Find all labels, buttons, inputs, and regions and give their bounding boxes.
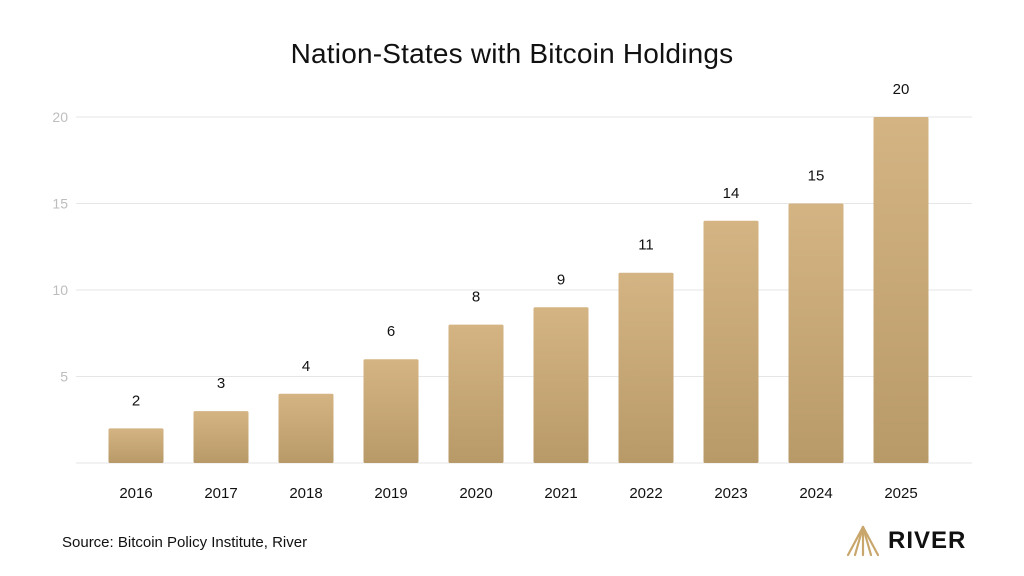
data-label: 15 <box>808 168 825 185</box>
y-tick-label: 10 <box>52 282 68 298</box>
data-label: 11 <box>638 237 654 254</box>
data-label: 20 <box>893 81 910 98</box>
data-label: 2 <box>132 392 140 409</box>
river-logo: RIVER <box>846 524 966 558</box>
y-axis-ticks: 5 10 15 20 <box>52 109 68 385</box>
river-logo-icon <box>846 525 880 557</box>
x-tick-label: 2019 <box>374 485 407 502</box>
x-tick-label: 2020 <box>459 485 492 502</box>
x-tick-label: 2023 <box>714 485 747 502</box>
bar <box>193 411 249 463</box>
source-note: Source: Bitcoin Policy Institute, River <box>62 534 308 551</box>
x-axis-ticks: 2016 2017 2018 2019 2020 2021 2022 2023 2024 2025 <box>119 485 917 502</box>
x-tick-label: 2017 <box>204 485 237 502</box>
bar <box>533 307 589 463</box>
data-label: 4 <box>302 358 310 375</box>
chart-title: Nation-States with Bitcoin Holdings <box>290 38 734 69</box>
data-label: 9 <box>557 271 565 288</box>
x-tick-label: 2021 <box>544 485 577 502</box>
y-tick-label: 20 <box>52 109 68 125</box>
data-label: 8 <box>472 289 480 306</box>
data-label: 14 <box>723 185 740 202</box>
brand-name: RIVER <box>888 527 967 554</box>
bar <box>873 117 929 463</box>
bar <box>278 393 334 463</box>
x-tick-label: 2024 <box>799 485 832 502</box>
y-tick-label: 15 <box>52 196 68 212</box>
x-tick-label: 2025 <box>884 485 917 502</box>
bars <box>108 117 929 463</box>
y-tick-label: 5 <box>60 369 68 385</box>
bar <box>363 359 419 463</box>
x-tick-label: 2018 <box>289 485 322 502</box>
bar <box>448 324 504 463</box>
x-tick-label: 2022 <box>629 485 662 502</box>
data-label: 3 <box>217 375 225 392</box>
data-label: 6 <box>387 323 395 340</box>
data-labels: 2 3 4 6 8 9 11 14 15 20 <box>132 81 910 409</box>
bar <box>788 203 844 463</box>
bar <box>703 220 759 463</box>
bar <box>108 428 164 463</box>
x-tick-label: 2016 <box>119 485 152 502</box>
bar <box>618 272 674 463</box>
